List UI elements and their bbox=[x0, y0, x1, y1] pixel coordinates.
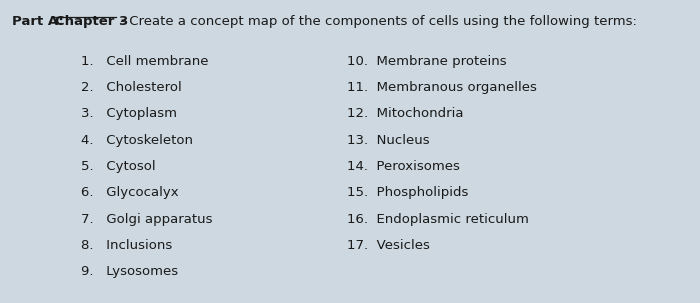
Text: 5.   Cytosol: 5. Cytosol bbox=[80, 160, 155, 173]
Text: 12.  Mitochondria: 12. Mitochondria bbox=[347, 107, 463, 120]
Text: 15.  Phospholipids: 15. Phospholipids bbox=[347, 186, 468, 199]
Text: 4.   Cytoskeleton: 4. Cytoskeleton bbox=[80, 134, 193, 147]
Text: 2.   Cholesterol: 2. Cholesterol bbox=[80, 81, 181, 94]
Text: 16.  Endoplasmic reticulum: 16. Endoplasmic reticulum bbox=[347, 213, 529, 226]
Text: 11.  Membranous organelles: 11. Membranous organelles bbox=[347, 81, 537, 94]
Text: 8.   Inclusions: 8. Inclusions bbox=[80, 239, 172, 252]
Text: 1.   Cell membrane: 1. Cell membrane bbox=[80, 55, 208, 68]
Text: 17.  Vesicles: 17. Vesicles bbox=[347, 239, 430, 252]
Text: 7.   Golgi apparatus: 7. Golgi apparatus bbox=[80, 213, 212, 226]
Text: Part A:: Part A: bbox=[13, 15, 69, 28]
Text: 14.  Peroxisomes: 14. Peroxisomes bbox=[347, 160, 460, 173]
Text: 9.   Lysosomes: 9. Lysosomes bbox=[80, 265, 178, 278]
Text: 10.  Membrane proteins: 10. Membrane proteins bbox=[347, 55, 507, 68]
Text: 13.  Nucleus: 13. Nucleus bbox=[347, 134, 430, 147]
Text: - Create a concept map of the components of cells using the following terms:: - Create a concept map of the components… bbox=[116, 15, 638, 28]
Text: 3.   Cytoplasm: 3. Cytoplasm bbox=[80, 107, 176, 120]
Text: 6.   Glycocalyx: 6. Glycocalyx bbox=[80, 186, 178, 199]
Text: Chapter 3: Chapter 3 bbox=[55, 15, 128, 28]
